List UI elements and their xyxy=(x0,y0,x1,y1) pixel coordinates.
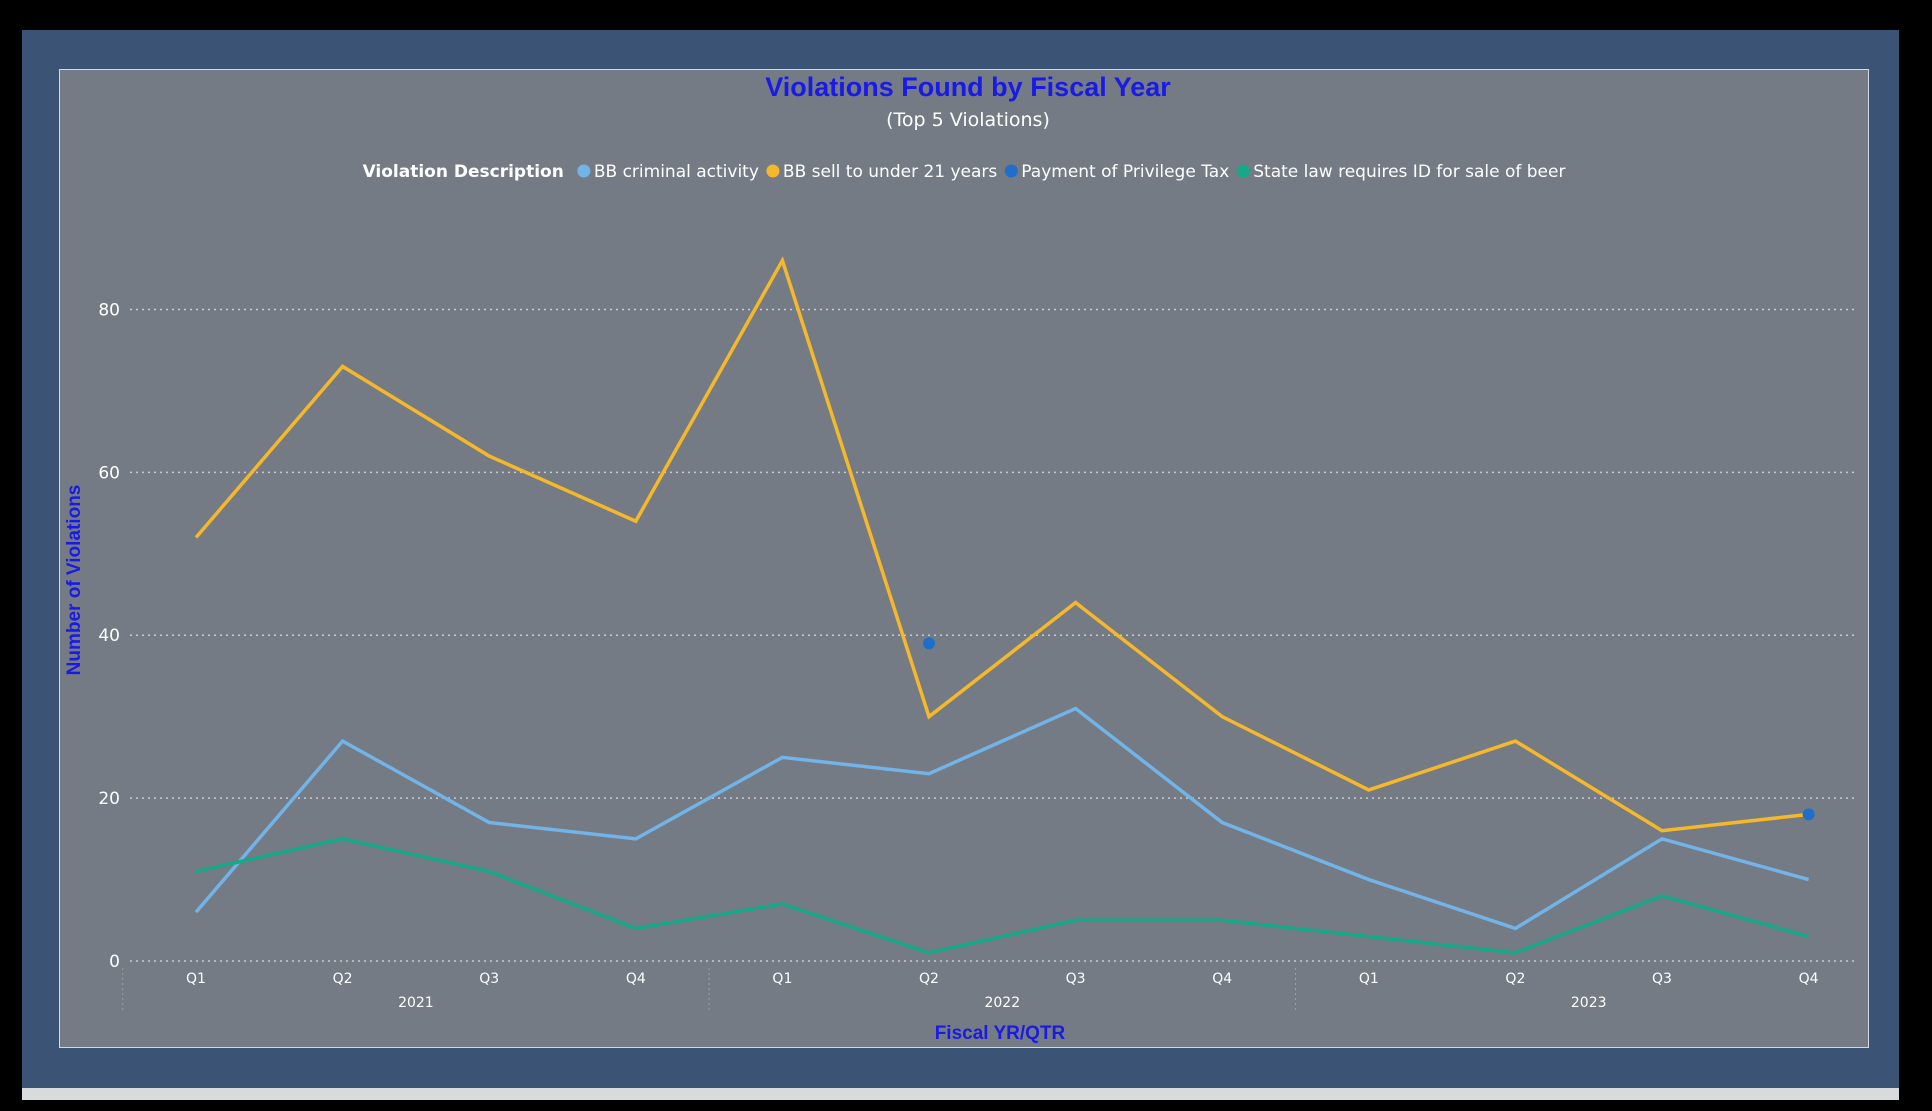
x-tick-label: Q2 xyxy=(919,971,939,987)
x-tick-label: Q2 xyxy=(333,971,353,987)
legend-marker xyxy=(577,164,591,178)
series-line xyxy=(195,837,1810,955)
chart-title: Violations Found by Fiscal Year xyxy=(765,72,1171,102)
series-state-law-requires-id-for-sale-of-beer xyxy=(195,837,1810,955)
series-bb-criminal-activity xyxy=(194,706,1810,931)
legend-label: Payment of Privilege Tax xyxy=(1021,162,1229,182)
y-axis-title: Number of Violations xyxy=(64,485,85,676)
bottom-strip xyxy=(22,1088,1899,1100)
line-chart: Violations Found by Fiscal Year (Top 5 V… xyxy=(64,72,1855,1044)
x-tick-label: Q4 xyxy=(1799,971,1819,987)
x-tick-label: Q2 xyxy=(1505,971,1525,987)
x-tick-label: Q1 xyxy=(772,971,792,987)
y-tick-label: 40 xyxy=(98,626,120,646)
chart-subtitle: (Top 5 Violations) xyxy=(886,109,1050,131)
legend-label: BB criminal activity xyxy=(594,162,759,182)
x-tick-label: Q1 xyxy=(186,971,206,987)
y-axis-ticks: 0 20 40 60 80 xyxy=(98,300,120,972)
gridlines xyxy=(130,308,1855,962)
y-tick-label: 80 xyxy=(98,300,120,320)
x-group-label: 2022 xyxy=(984,995,1020,1011)
y-tick-label: 0 xyxy=(109,952,120,972)
series-line xyxy=(194,706,1810,931)
legend-label: BB sell to under 21 years xyxy=(783,162,998,182)
legend-marker xyxy=(1236,164,1250,178)
y-tick-label: 20 xyxy=(98,789,120,809)
series-group xyxy=(194,256,1815,955)
x-tick-label: Q3 xyxy=(1066,971,1086,987)
legend-marker xyxy=(1004,164,1018,178)
chart-panel: Violations Found by Fiscal Year (Top 5 V… xyxy=(59,69,1869,1048)
series-bb-sell-to-under-21-years xyxy=(194,256,1809,833)
series-payment-of-privilege-tax xyxy=(923,637,1815,821)
legend-title: Violation Description xyxy=(363,162,564,182)
data-point xyxy=(923,637,935,650)
x-axis-ticks: Q1 Q2 Q3 Q4 Q1 Q2 Q3 Q4 Q1 Q2 Q3 Q4 2021 2022 2023 xyxy=(122,968,1819,1013)
x-tick-label: Q4 xyxy=(1212,971,1232,987)
y-tick-label: 60 xyxy=(98,463,120,483)
series-line xyxy=(194,256,1809,833)
x-axis-title: Fiscal YR/QTR xyxy=(935,1023,1066,1044)
x-tick-label: Q1 xyxy=(1359,971,1379,987)
x-group-label: 2021 xyxy=(398,995,434,1011)
x-tick-label: Q3 xyxy=(1652,971,1672,987)
data-point xyxy=(1802,808,1815,821)
legend-marker xyxy=(766,164,780,178)
x-tick-label: Q3 xyxy=(479,971,499,987)
legend-label: State law requires ID for sale of beer xyxy=(1253,162,1565,182)
x-tick-label: Q4 xyxy=(626,971,646,987)
legend: Violation Description BB criminal activi… xyxy=(363,162,1566,182)
x-group-label: 2023 xyxy=(1571,995,1607,1011)
